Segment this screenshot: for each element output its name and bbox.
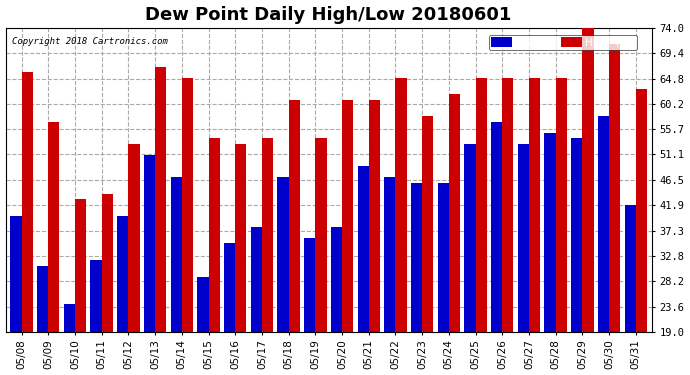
Bar — [502, 78, 513, 332]
Bar — [555, 78, 567, 332]
Bar — [288, 100, 300, 332]
Bar — [90, 260, 101, 332]
Bar — [624, 205, 635, 332]
Bar — [422, 116, 433, 332]
Bar — [170, 177, 181, 332]
Bar — [449, 94, 460, 332]
Bar — [277, 177, 288, 332]
Bar — [262, 138, 273, 332]
Bar — [529, 78, 540, 332]
Bar — [357, 166, 368, 332]
Bar — [235, 144, 246, 332]
Bar — [384, 177, 395, 332]
Bar — [331, 227, 342, 332]
Bar — [437, 183, 449, 332]
Bar — [48, 122, 59, 332]
Bar — [464, 144, 475, 332]
Bar — [544, 133, 555, 332]
Bar — [101, 194, 113, 332]
Bar — [315, 138, 326, 332]
Bar — [342, 100, 353, 332]
Legend: Low  (°F), High  (°F): Low (°F), High (°F) — [489, 34, 637, 50]
Bar — [181, 78, 193, 332]
Bar — [197, 277, 208, 332]
Bar — [571, 138, 582, 332]
Bar — [609, 45, 620, 332]
Bar — [395, 78, 406, 332]
Bar — [224, 243, 235, 332]
Bar — [21, 72, 33, 332]
Bar — [155, 67, 166, 332]
Bar — [144, 155, 155, 332]
Bar — [37, 266, 48, 332]
Bar — [635, 89, 647, 332]
Bar — [491, 122, 502, 332]
Bar — [128, 144, 139, 332]
Bar — [598, 116, 609, 332]
Bar — [582, 22, 593, 332]
Bar — [304, 238, 315, 332]
Bar — [208, 138, 219, 332]
Bar — [368, 100, 380, 332]
Bar — [117, 216, 128, 332]
Bar — [10, 216, 21, 332]
Bar — [250, 227, 262, 332]
Bar — [411, 183, 422, 332]
Text: Copyright 2018 Cartronics.com: Copyright 2018 Cartronics.com — [12, 37, 168, 46]
Title: Dew Point Daily High/Low 20180601: Dew Point Daily High/Low 20180601 — [146, 6, 512, 24]
Bar — [475, 78, 486, 332]
Bar — [75, 199, 86, 332]
Bar — [63, 304, 75, 332]
Bar — [518, 144, 529, 332]
